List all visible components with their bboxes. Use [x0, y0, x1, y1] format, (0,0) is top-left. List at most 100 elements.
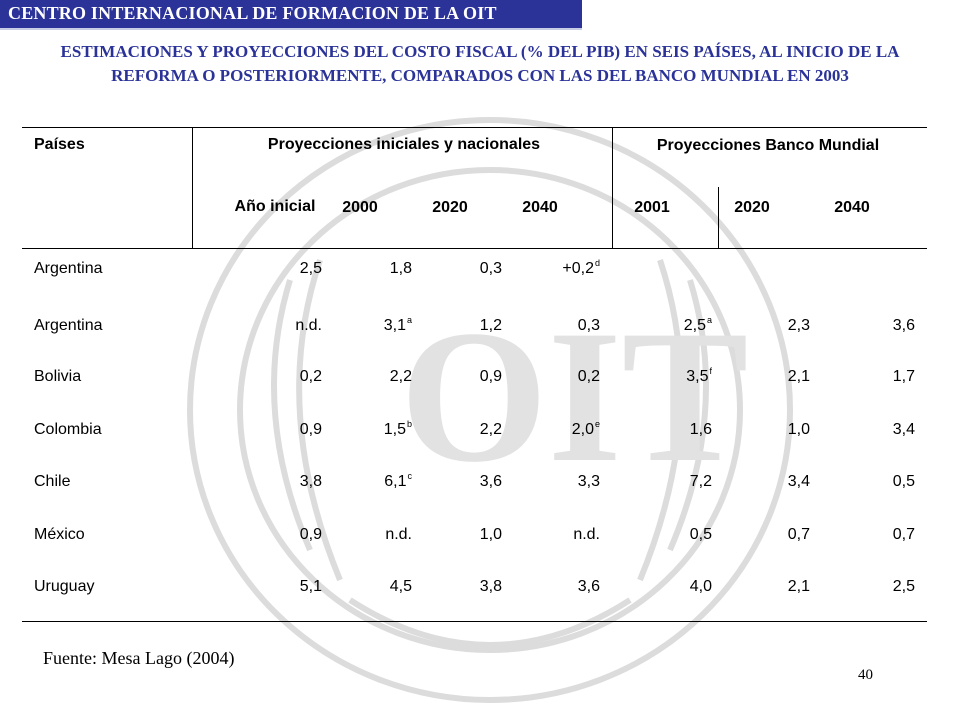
cell-value: 3,4 — [892, 421, 915, 438]
cell-footnote-marker: f — [709, 366, 712, 376]
cell-value: 0,5 — [892, 473, 915, 490]
cell-value: n.d. — [573, 526, 600, 543]
cell-value: 2,5 — [299, 260, 322, 277]
cell-value: 0,3 — [479, 260, 502, 277]
table-cell: 2,1 — [730, 368, 810, 386]
row-country: Colombia — [34, 421, 102, 438]
cell-value: 3,3 — [577, 473, 600, 490]
cell-value: 3,8 — [299, 473, 322, 490]
cell-value: 4,0 — [689, 578, 712, 595]
table-cell: 1,0 — [422, 526, 502, 544]
cell-value: 3,4 — [787, 473, 810, 490]
table-cell: 0,2 — [242, 368, 322, 386]
cell-value: 3,1 — [383, 317, 406, 334]
table-cell: 1,0 — [730, 421, 810, 439]
cell-value: 3,6 — [479, 473, 502, 490]
cell-footnote-marker: c — [407, 471, 413, 481]
cell-value: 4,5 — [389, 578, 412, 595]
table-cell: 1,6 — [632, 421, 712, 439]
table-cell: 3,6 — [835, 317, 915, 335]
table-cell: 6,1c — [332, 471, 413, 491]
page-number: 40 — [858, 667, 873, 683]
cell-value: 2,0 — [571, 421, 594, 438]
table-cell: 5,1 — [242, 578, 322, 596]
source-note: Fuente: Mesa Lago (2004) — [43, 648, 235, 668]
table-cell: 3,5f — [632, 366, 712, 386]
group-header-iniciales: Proyecciones iniciales y nacionales — [267, 136, 541, 153]
row-country: Argentina — [34, 317, 103, 334]
cell-value: 1,0 — [479, 526, 502, 543]
table-cell: 7,2 — [632, 473, 712, 491]
sub-header-2020-bm: 2020 — [734, 199, 770, 216]
table-cell: 2,3 — [730, 317, 810, 335]
table-cell: 0,3 — [422, 260, 502, 278]
cell-value: 3,8 — [479, 578, 502, 595]
cell-footnote-marker: d — [594, 258, 600, 268]
table-cell: +0,2d — [520, 258, 600, 278]
sub-header-2001: 2001 — [634, 199, 670, 216]
table-cell: 0,5 — [835, 473, 915, 491]
cell-value: 2,5 — [892, 578, 915, 595]
table-cell: 2,1 — [730, 578, 810, 596]
cell-value: 0,7 — [892, 526, 915, 543]
cell-value: 0,5 — [689, 526, 712, 543]
sub-header-ano-inicial: Año inicial — [234, 198, 316, 215]
cell-value: n.d. — [295, 317, 322, 334]
table-cell: 3,6 — [422, 473, 502, 491]
cell-value: 3,6 — [892, 317, 915, 334]
sub-header-2040-bm: 2040 — [834, 199, 870, 216]
row-country: Bolivia — [34, 368, 82, 385]
cell-footnote-marker: e — [594, 419, 600, 429]
header-title: CENTRO INTERNACIONAL DE FORMACION DE LA … — [8, 3, 497, 23]
table-cell: 0,9 — [422, 368, 502, 386]
row-country: Uruguay — [34, 578, 95, 595]
cell-value: 2,5 — [683, 317, 706, 334]
header-bar: CENTRO INTERNACIONAL DE FORMACION DE LA … — [0, 0, 582, 30]
table-cell: 2,0e — [520, 419, 600, 439]
row-country: Chile — [34, 473, 71, 490]
cell-value: 1,7 — [892, 368, 915, 385]
table-cell: 3,6 — [520, 578, 600, 596]
table-cell: 0,7 — [730, 526, 810, 544]
cell-value: 6,1 — [384, 473, 407, 490]
table-cell: 3,8 — [242, 473, 322, 491]
table-cell: n.d. — [332, 526, 412, 544]
row-country: Argentina — [34, 260, 103, 277]
table-cell: 1,2 — [422, 317, 502, 335]
group-header-bm: Proyecciones Banco Mundial — [656, 137, 880, 154]
table-cell: 0,9 — [242, 421, 322, 439]
cell-value: 1,2 — [479, 317, 502, 334]
cell-value: 0,3 — [577, 317, 600, 334]
cell-value: +0,2 — [562, 260, 594, 277]
table-cell: 1,7 — [835, 368, 915, 386]
cell-value: n.d. — [385, 526, 412, 543]
cell-footnote-marker: b — [406, 419, 412, 429]
cell-value: 3,6 — [577, 578, 600, 595]
cell-value: 1,0 — [787, 421, 810, 438]
cell-value: 0,9 — [299, 421, 322, 438]
cost-table: Países Proyecciones iniciales y nacional… — [22, 127, 927, 627]
cell-value: 7,2 — [689, 473, 712, 490]
table-cell: 3,4 — [835, 421, 915, 439]
cell-value: 0,2 — [577, 368, 600, 385]
table-cell: 4,0 — [632, 578, 712, 596]
table-cell: 0,5 — [632, 526, 712, 544]
table-cell: 2,5 — [242, 260, 322, 278]
table-cell: 0,2 — [520, 368, 600, 386]
table-top-rule — [22, 127, 927, 128]
header-bottom-rule — [22, 248, 927, 249]
cell-value: 0,9 — [299, 526, 322, 543]
divider-sub — [718, 187, 719, 248]
cell-value: 2,1 — [787, 578, 810, 595]
table-cell: 0,9 — [242, 526, 322, 544]
cell-value: 2,2 — [389, 368, 412, 385]
col-header-paises: Países — [34, 136, 85, 153]
table-cell: 1,5b — [332, 419, 412, 439]
table-cell: 1,8 — [332, 260, 412, 278]
sub-header-2020: 2020 — [432, 199, 468, 216]
table-cell: 2,5a — [632, 315, 712, 335]
table-cell: 2,5 — [835, 578, 915, 596]
svg-text:OIT: OIT — [400, 292, 748, 502]
table-cell: 3,8 — [422, 578, 502, 596]
cell-value: 0,9 — [479, 368, 502, 385]
